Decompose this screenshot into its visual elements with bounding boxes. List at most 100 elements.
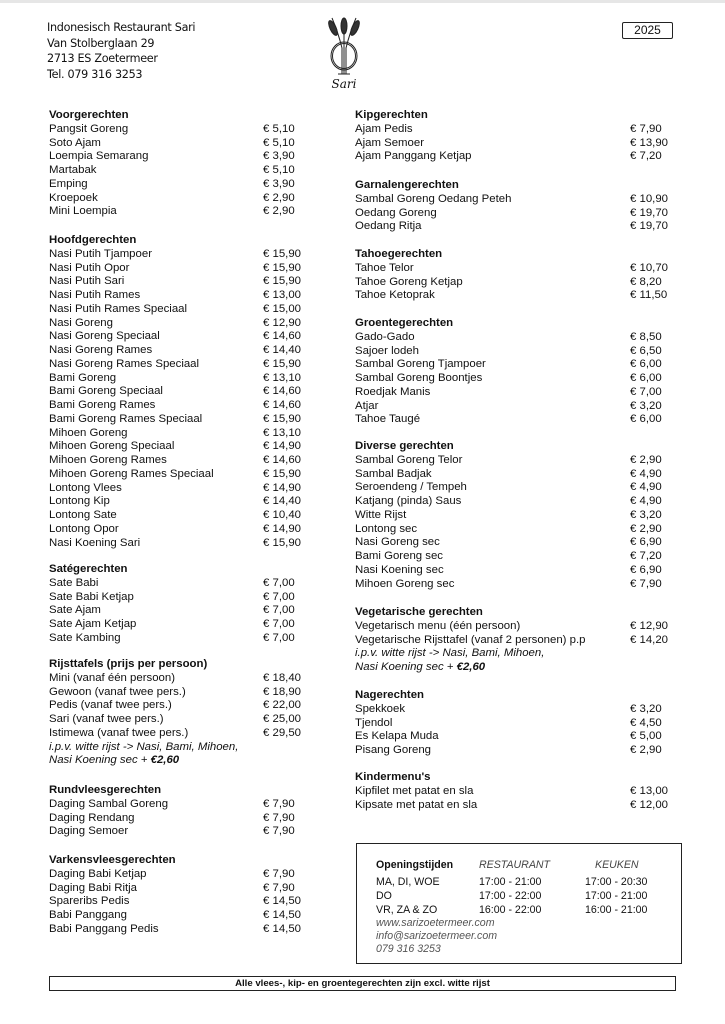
svg-text:Sari: Sari xyxy=(332,77,357,91)
website-link[interactable]: www.sarizoetermeer.com xyxy=(376,917,495,929)
item-name: Ajam Semoer xyxy=(355,136,425,149)
item-name: Nasi Goreng Rames xyxy=(49,344,153,356)
section-title: Kipgerechten xyxy=(355,109,428,121)
item-price: € 18,90 xyxy=(263,685,302,698)
item-price: € 14,50 xyxy=(263,895,302,908)
menu-item: Daging Babi Ketjap € 7,90 xyxy=(49,868,301,882)
item-price: € 14,40 xyxy=(263,495,302,508)
menu-item: Sambal Badjak € 4,90 xyxy=(355,468,662,482)
hours-restaurant: 16:00 - 22:00 xyxy=(479,904,542,916)
item-name: Sari (vanaf twee pers.) xyxy=(49,713,164,725)
item-name: Roedjak Manis xyxy=(355,385,431,398)
menu-item: Roedjak Manis € 7,00 xyxy=(355,386,662,400)
menu-item: Sate Babi € 7,00 xyxy=(49,577,295,591)
hours-keuken: 16:00 - 21:00 xyxy=(585,904,648,916)
item-price: € 13,10 xyxy=(263,426,302,439)
item-price: € 2,90 xyxy=(263,191,295,204)
item-name: Daging Babi Ketjap xyxy=(49,867,147,880)
menu-item: Seroendeng / Tempeh € 4,90 xyxy=(355,481,662,495)
item-name: Sate Babi xyxy=(49,576,99,589)
item-price: € 6,00 xyxy=(630,372,662,384)
item-price: € 15,90 xyxy=(263,536,302,549)
item-name: Oedang Goreng xyxy=(355,206,437,219)
menu-item: Oedang Goreng € 19,70 xyxy=(355,207,668,221)
menu-item: Nasi Goreng Rames Speciaal € 15,90 xyxy=(49,358,301,372)
item-price: € 14,90 xyxy=(263,481,302,494)
menu-item: Bami Goreng € 13,10 xyxy=(49,372,301,386)
menu-section: Kipgerechten Ajam Pedis € 7,90 Ajam Semoer €… xyxy=(355,109,668,164)
menu-item: Vegetarische Rijsttafel (vanaf 2 persone… xyxy=(355,634,668,648)
item-name: Sambal Goreng Boontjes xyxy=(355,372,483,384)
menu-item: Nasi Putih Sari € 15,90 xyxy=(49,275,301,289)
item-name: Spekkoek xyxy=(355,702,406,715)
menu-section: Varkensvleesgerechten Daging Babi Ketjap €… xyxy=(49,854,301,937)
menu-item: Es Kelapa Muda € 5,00 xyxy=(355,730,662,744)
item-price: € 13,90 xyxy=(630,136,669,149)
section-title: Voorgerechten xyxy=(49,109,129,121)
item-price: € 14,90 xyxy=(263,440,302,453)
hours-restaurant: 17:00 - 21:00 xyxy=(479,876,542,888)
item-price: € 12,00 xyxy=(630,798,669,811)
item-price: € 29,50 xyxy=(263,726,302,739)
item-name: Daging Babi Ritja xyxy=(49,881,138,894)
item-price: € 4,50 xyxy=(630,716,662,729)
postal-city: 2713 ES Zoetermeer xyxy=(47,52,158,65)
menu-item: Kroepoek € 2,90 xyxy=(49,192,295,206)
menu-item: Sate Ajam € 7,00 xyxy=(49,604,295,618)
section-title: Diverse gerechten xyxy=(355,440,454,452)
menu-section: Satégerechten Sate Babi € 7,00 Sate Babi Ke… xyxy=(49,563,295,646)
hours-keuken: 17:00 - 21:00 xyxy=(585,890,648,902)
menu-item: Emping € 3,90 xyxy=(49,178,295,192)
item-name: Nasi Putih Rames xyxy=(49,289,141,301)
item-name: Witte Rijst xyxy=(355,508,407,521)
item-price: € 4,90 xyxy=(630,481,662,494)
restaurant-name: Indonesisch Restaurant Sari xyxy=(47,21,196,34)
year-badge: 2025 xyxy=(622,22,673,39)
item-price: € 7,20 xyxy=(630,150,662,163)
menu-item: Vegetarisch menu (één persoon) € 12,90 xyxy=(355,620,668,634)
item-name: Gado-Gado xyxy=(355,330,415,343)
item-price: € 7,90 xyxy=(630,577,662,590)
menu-item: Ajam Panggang Ketjap € 7,20 xyxy=(355,150,668,164)
menu-item: Pedis (vanaf twee pers.) € 22,00 xyxy=(49,699,301,713)
top-border xyxy=(0,0,725,3)
item-name: Emping xyxy=(49,177,88,190)
menu-item: Sambal Goreng Oedang Peteh € 10,90 xyxy=(355,193,668,207)
menu-item: Nasi Goreng sec € 6,90 xyxy=(355,536,662,550)
menu-item: Bami Goreng Rames Speciaal € 15,90 xyxy=(49,413,301,427)
menu-section: Voorgerechten Pangsit Goreng € 5,10 Soto Aj… xyxy=(49,109,295,219)
menu-item: Bami Goreng sec € 7,20 xyxy=(355,550,662,564)
footer-note: Alle vlees-, kip- en groentegerechten zi… xyxy=(49,976,676,991)
item-name: Oedang Ritja xyxy=(355,220,422,233)
item-name: Tahoe Ketoprak xyxy=(355,289,435,302)
item-name: Nasi Putih Tjampoer xyxy=(49,247,152,260)
menu-item: Daging Rendang € 7,90 xyxy=(49,812,295,826)
item-price: € 7,00 xyxy=(263,604,295,617)
item-name: Spareribs Pedis xyxy=(49,895,130,908)
item-name: Bami Goreng Rames xyxy=(49,399,156,411)
opening-hours-box: Openingstijden RESTAURANT KEUKEN MA, DI,… xyxy=(356,843,682,964)
menu-item: Lontong Vlees € 14,90 xyxy=(49,482,301,496)
email-link[interactable]: info@sarizoetermeer.com xyxy=(376,930,498,942)
menu-item: Bami Goreng Rames € 14,60 xyxy=(49,399,301,413)
item-name: Kroepoek xyxy=(49,191,98,204)
item-price: € 14,60 xyxy=(263,399,302,411)
menu-item: Gado-Gado € 8,50 xyxy=(355,331,662,345)
item-price: € 10,90 xyxy=(630,192,669,205)
section-title: Groentegerechten xyxy=(355,317,454,329)
item-price: € 7,00 xyxy=(263,631,295,644)
item-price: € 10,40 xyxy=(263,509,302,521)
item-price: € 8,20 xyxy=(630,275,662,288)
item-name: Mihoen Goreng Speciaal xyxy=(49,440,175,453)
item-name: Tahoe Taugé xyxy=(355,413,421,426)
item-price: € 3,20 xyxy=(630,508,662,521)
hours-row: DO 17:00 - 22:00 17:00 - 21:00 xyxy=(376,889,647,903)
phone-number: 079 316 3253 xyxy=(376,943,441,955)
note-surcharge: €2,60 xyxy=(456,661,486,673)
item-price: € 13,10 xyxy=(263,371,302,384)
menu-item: Lontong Opor € 14,90 xyxy=(49,523,301,537)
item-name: Bami Goreng sec xyxy=(355,550,443,562)
section-title: Nagerechten xyxy=(355,689,425,701)
menu-item: Spareribs Pedis € 14,50 xyxy=(49,895,301,909)
menu-section: Hoofdgerechten Nasi Putih Tjampoer € 15,90… xyxy=(49,234,301,550)
